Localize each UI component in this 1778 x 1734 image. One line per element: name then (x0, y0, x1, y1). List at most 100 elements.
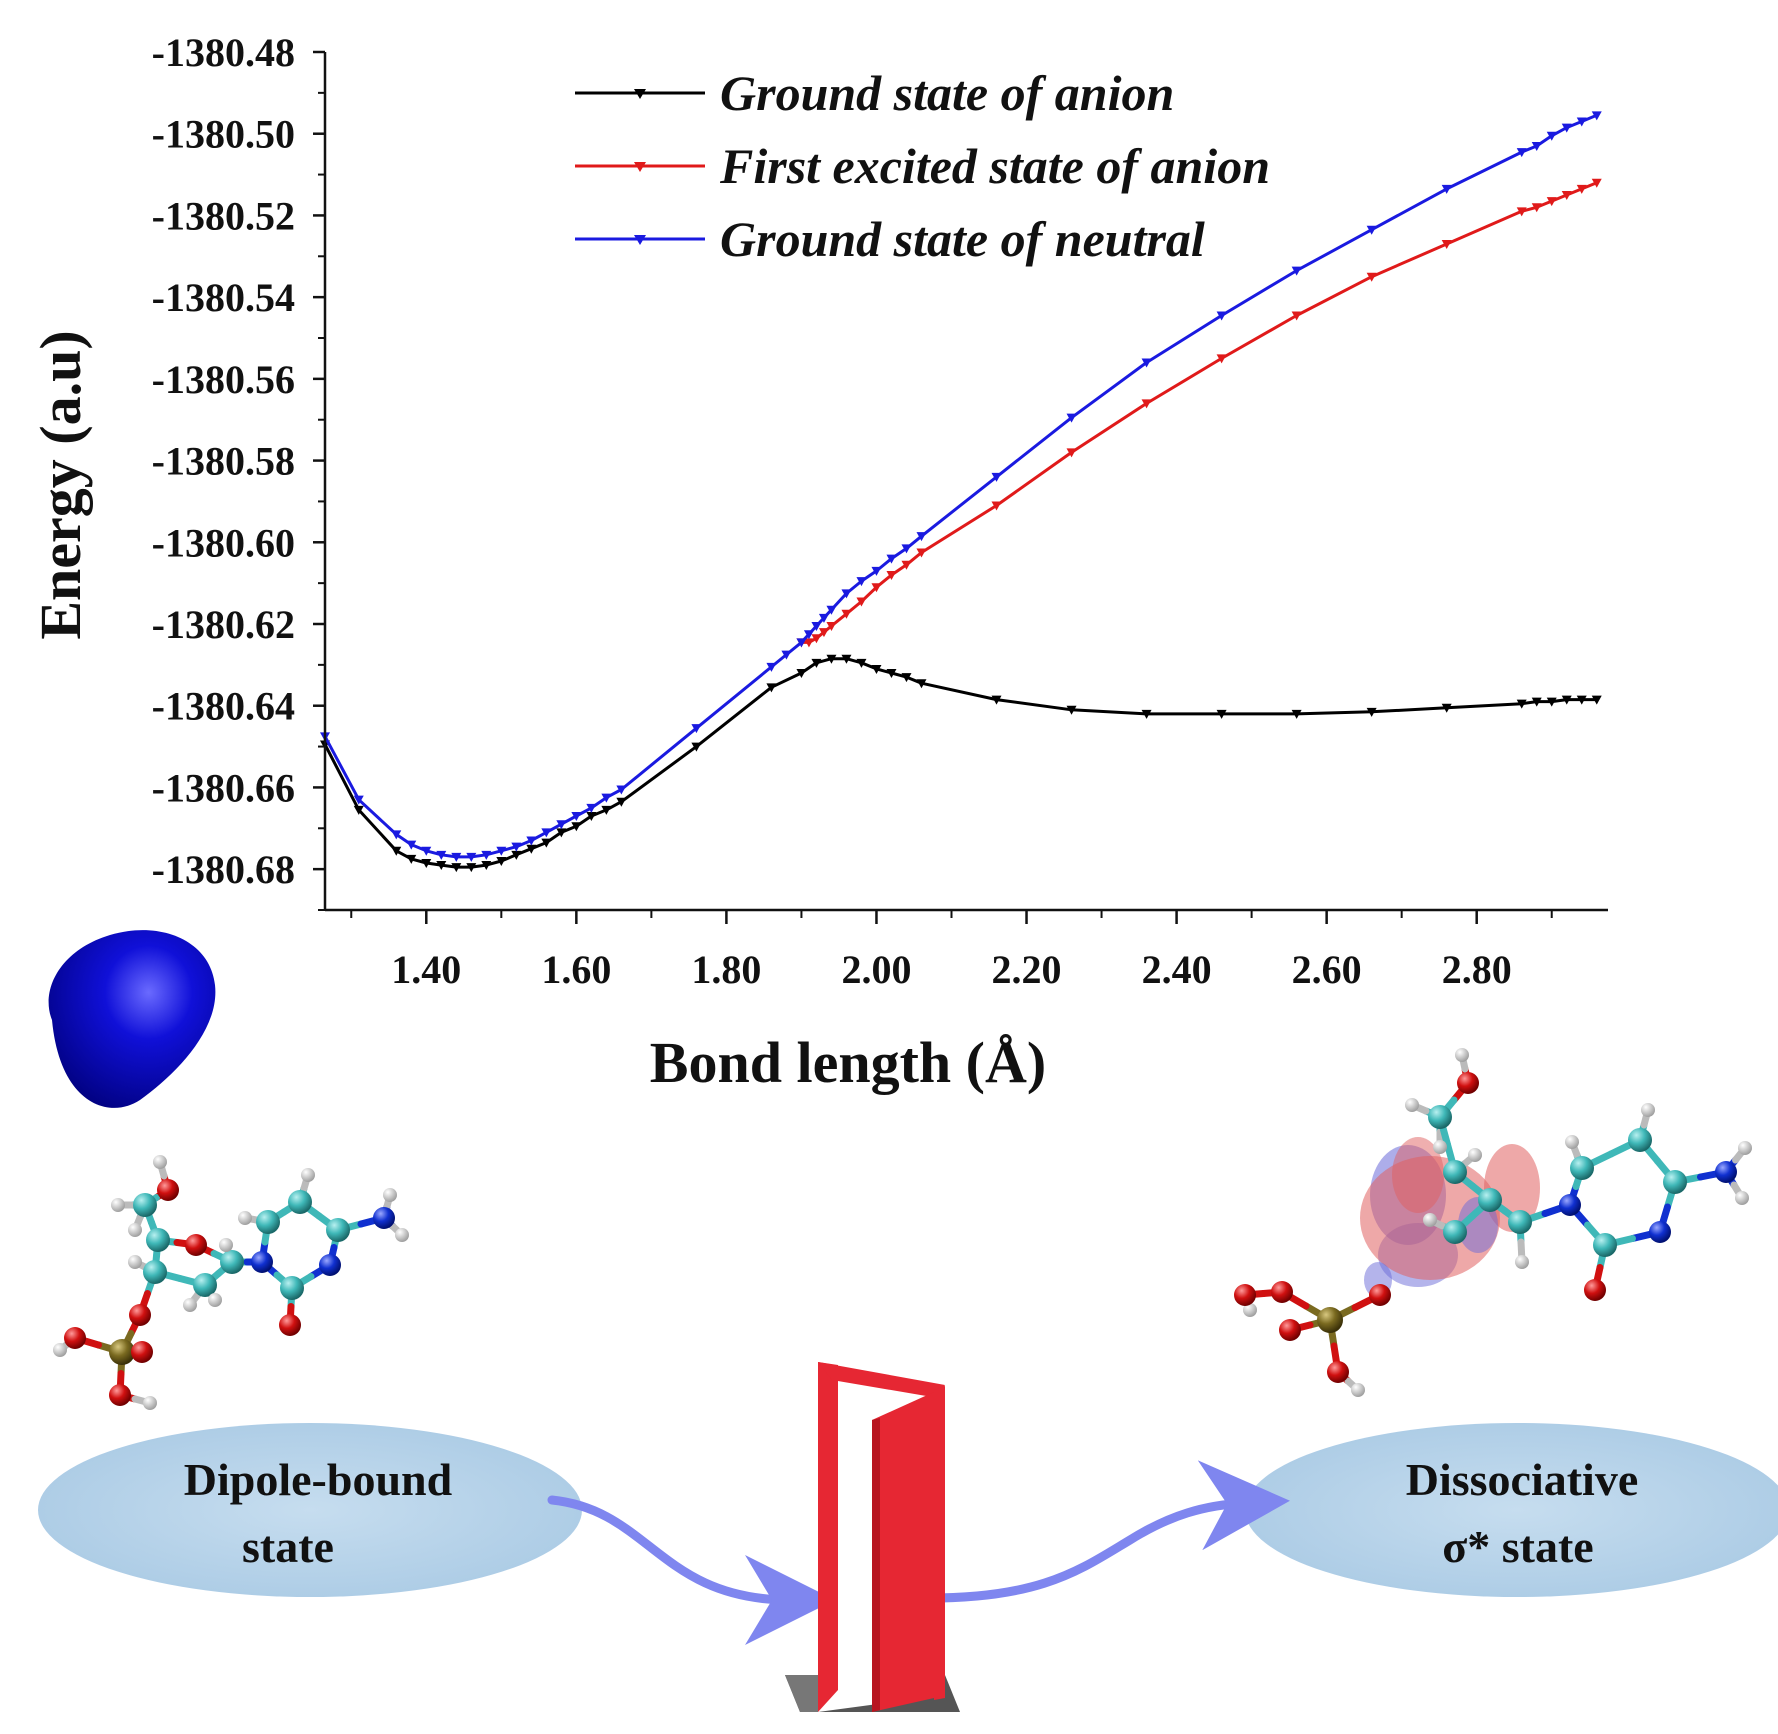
data-point (436, 861, 447, 871)
data-point (766, 683, 777, 693)
data-point (826, 654, 837, 664)
data-point (1066, 413, 1077, 423)
data-point (991, 472, 1002, 482)
data-point (811, 622, 822, 632)
data-point (406, 854, 417, 864)
data-point (406, 840, 417, 850)
data-point (496, 846, 507, 856)
data-point (796, 669, 807, 679)
legend-marker (634, 235, 646, 245)
dipole-bound-state-node: Dipole-bound state (38, 1423, 582, 1597)
data-point (1291, 709, 1302, 719)
data-point (1561, 123, 1572, 133)
y-tick-label: -1380.54 (152, 275, 295, 320)
x-tick-label: 2.60 (1292, 947, 1362, 992)
y-tick-label: -1380.58 (152, 439, 295, 484)
data-point (1216, 354, 1227, 364)
data-point (556, 828, 567, 838)
series-line-0 (323, 657, 1597, 869)
data-point (1291, 311, 1302, 321)
data-point (691, 724, 702, 734)
data-point (1546, 131, 1557, 141)
data-point (766, 662, 777, 672)
legend-label: First excited state of anion (719, 138, 1270, 194)
data-point (1561, 191, 1572, 200)
data-point (586, 812, 597, 822)
data-point (1366, 707, 1377, 717)
data-point (1141, 358, 1152, 368)
data-point (601, 805, 612, 815)
data-point (616, 797, 627, 807)
data-point (856, 577, 867, 587)
sigma-orbital-icon (1360, 1137, 1540, 1298)
y-tick-label: -1380.64 (152, 684, 295, 729)
data-point (353, 795, 364, 805)
data-point (781, 650, 792, 660)
molecule-icon (1234, 1048, 1752, 1397)
data-point (901, 560, 912, 570)
data-point (511, 850, 522, 860)
y-tick-label: -1380.48 (152, 30, 295, 75)
data-point (811, 658, 822, 668)
y-tick-label: -1380.50 (152, 112, 295, 157)
data-point (856, 597, 867, 607)
data-point (1546, 197, 1557, 207)
y-tick-label: -1380.68 (152, 847, 295, 892)
data-point (991, 501, 1002, 511)
data-point (451, 852, 462, 862)
data-point (466, 852, 477, 862)
x-tick-label: 2.80 (1442, 947, 1512, 992)
data-point (818, 628, 829, 638)
axes: -1380.48 -1380.50 -1380.52 -1380.54 -1380.56… (152, 30, 1608, 992)
data-point (1441, 703, 1452, 713)
data-point (871, 664, 882, 674)
legend-label: Ground state of anion (720, 65, 1174, 121)
dissociative-state-node: Dissociative σ* state (1245, 1423, 1778, 1597)
data-point (353, 805, 364, 815)
data-point (511, 842, 522, 852)
door-icon (785, 1362, 960, 1712)
data-point (1576, 695, 1587, 705)
data-point (451, 863, 462, 873)
mechanism-diagram: Dipole-bound state Dissociative σ* state (38, 930, 1778, 1712)
data-point (571, 812, 582, 822)
data-point (421, 846, 432, 856)
data-point (1366, 272, 1377, 282)
data-point (601, 793, 612, 803)
data-point (1531, 203, 1542, 213)
legend-label: Ground state of neutral (720, 211, 1205, 267)
y-tick-label: -1380.52 (152, 193, 295, 238)
data-point (1576, 184, 1587, 194)
legend-marker (634, 89, 646, 99)
data-point (796, 638, 807, 648)
data-point (616, 785, 627, 795)
data-point (421, 859, 432, 869)
data-point (901, 673, 912, 683)
energy-chart: -1380.48 -1380.50 -1380.52 -1380.54 -1380.56… (28, 30, 1608, 1095)
molecule-icon (53, 1155, 409, 1410)
data-point (1591, 178, 1602, 188)
data-point (1591, 695, 1602, 705)
legend-marker (634, 162, 646, 172)
data-point (886, 570, 897, 580)
data-point (871, 583, 882, 593)
data-point (1441, 184, 1452, 194)
data-point (1531, 141, 1542, 151)
data-point (841, 589, 852, 599)
data-point (1141, 709, 1152, 719)
data-point (841, 609, 852, 619)
data-point (571, 822, 582, 832)
data-point (803, 630, 814, 640)
x-tick-label: 1.40 (391, 947, 461, 992)
data-point (826, 605, 837, 615)
data-point (691, 742, 702, 752)
data-point (818, 613, 829, 623)
data-point (1516, 699, 1527, 709)
data-point (391, 830, 402, 840)
dissociative-label-line1: Dissociative (1406, 1454, 1639, 1505)
data-point (586, 803, 597, 813)
data-point (481, 850, 492, 860)
data-point (811, 634, 822, 644)
data-point (1591, 111, 1602, 121)
y-tick-label: -1380.60 (152, 520, 295, 565)
